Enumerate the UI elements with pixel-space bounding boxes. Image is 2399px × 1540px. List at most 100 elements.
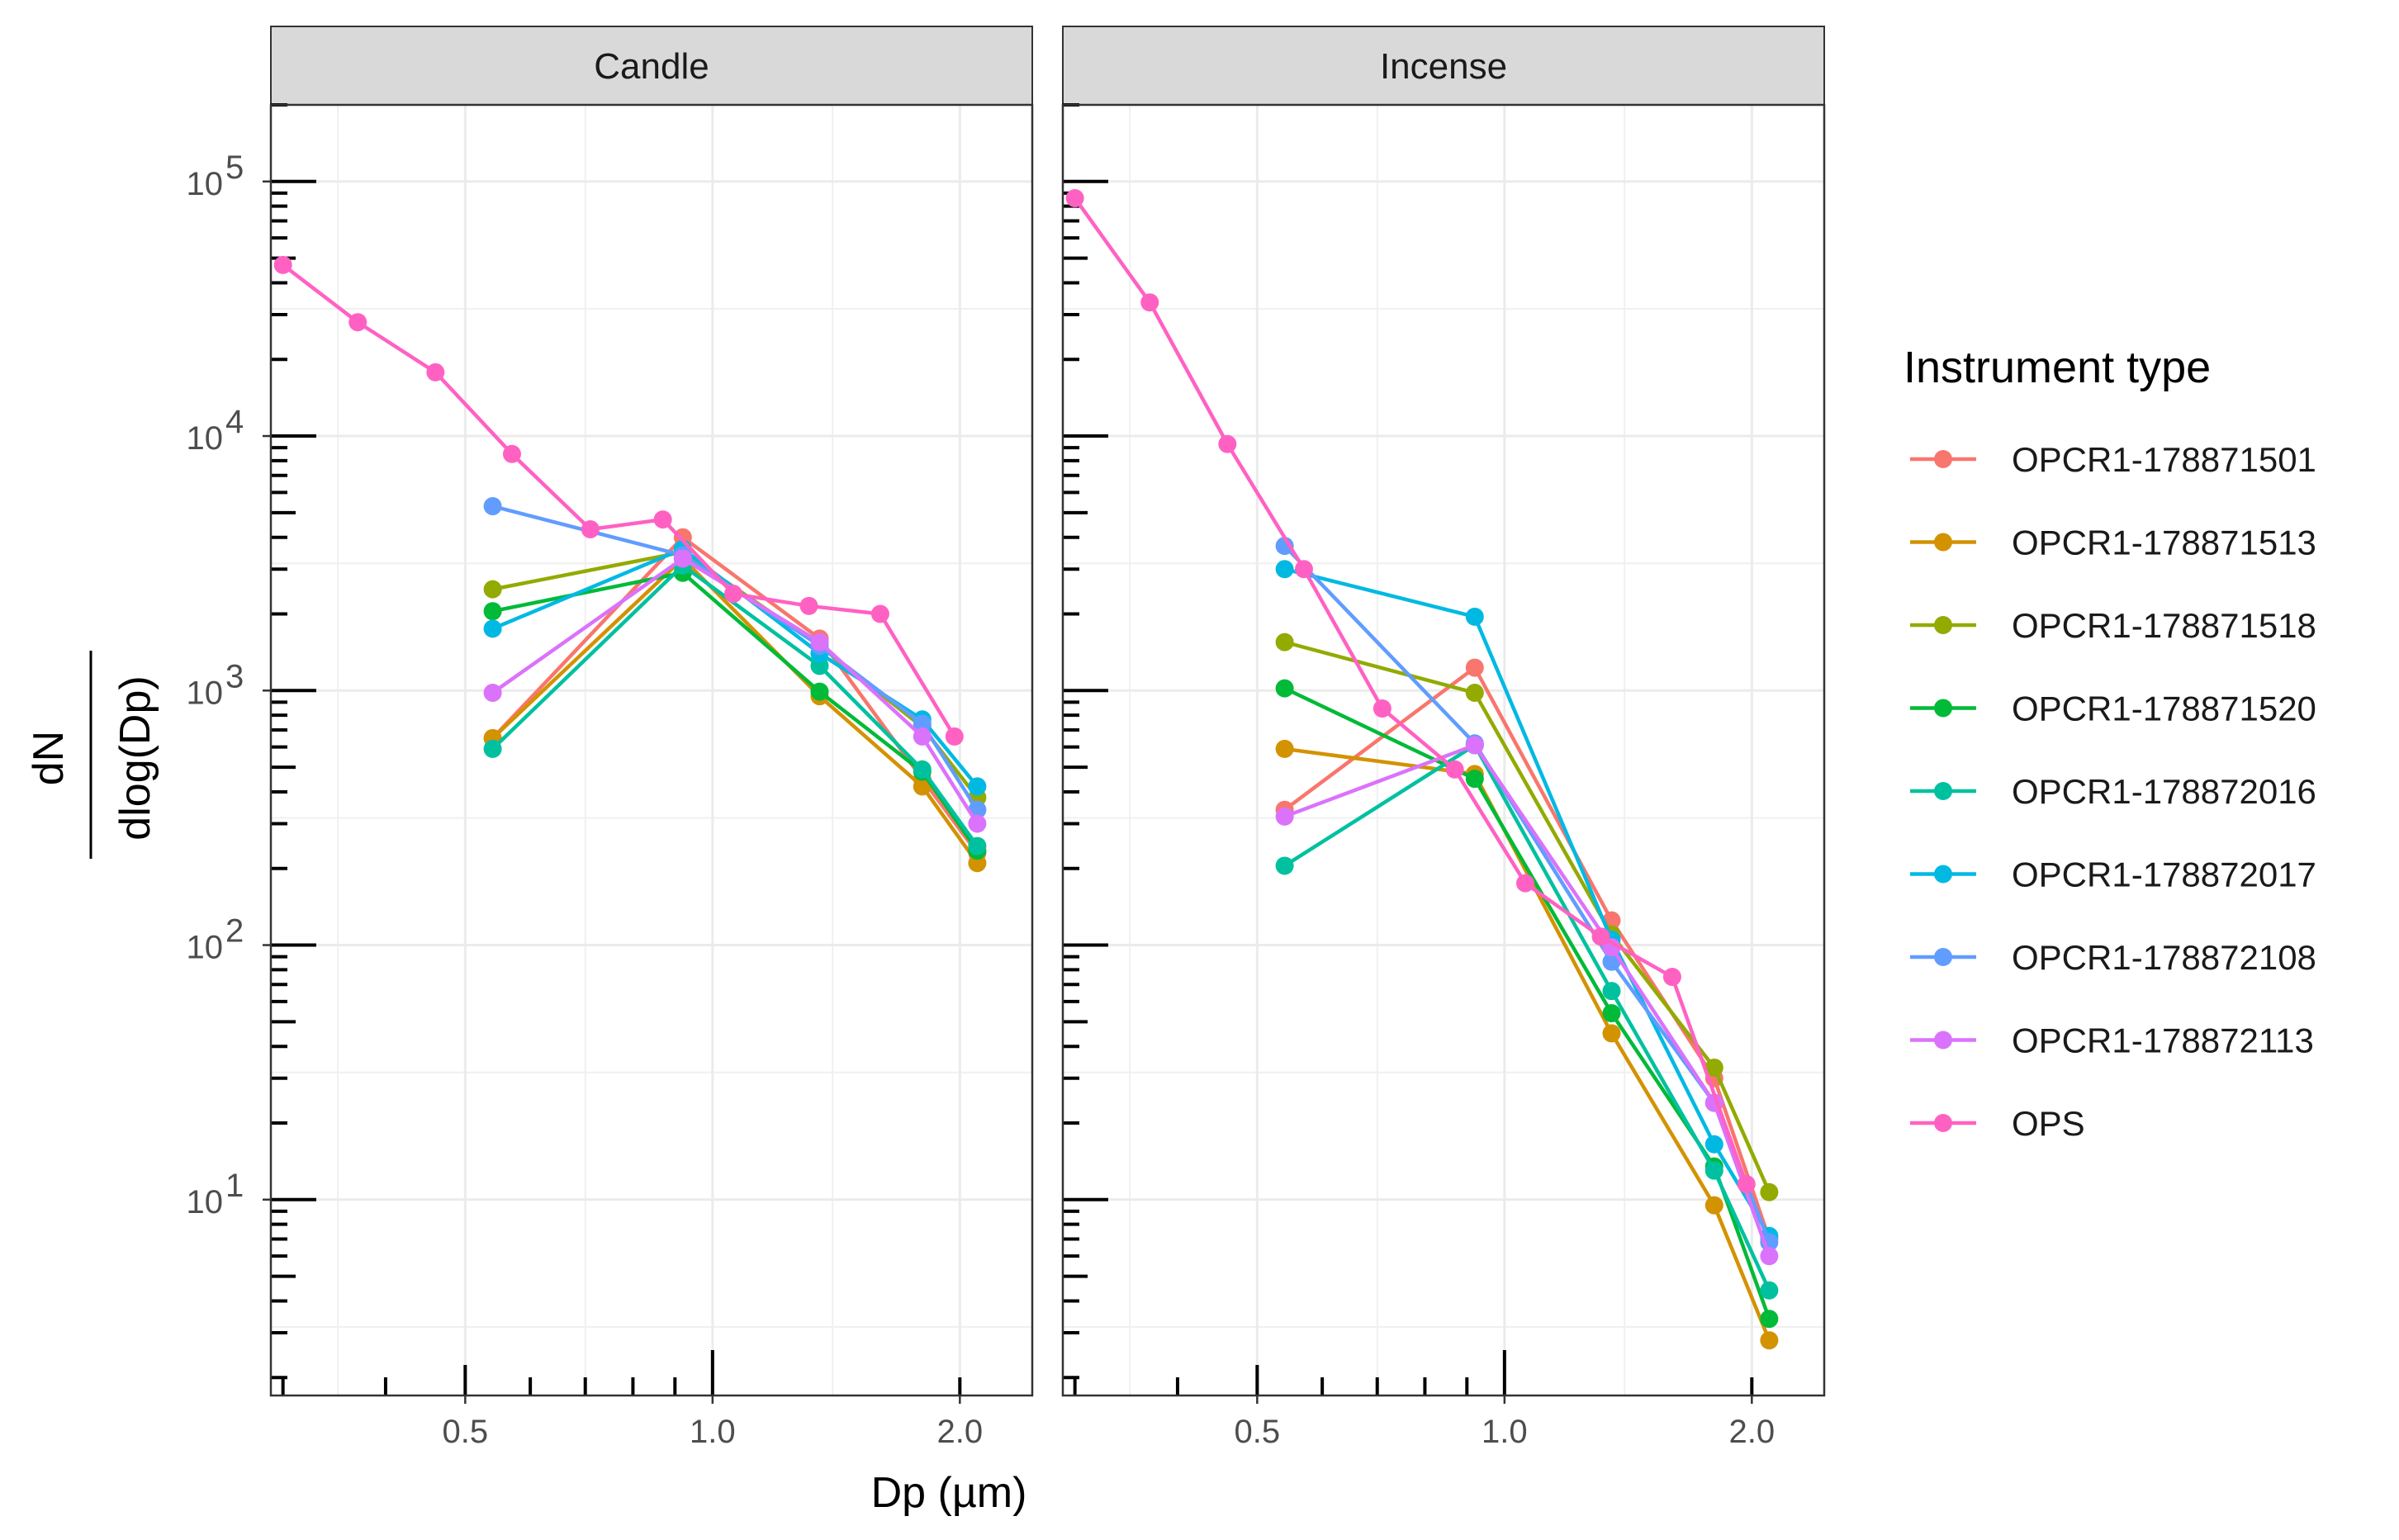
- data-point: [483, 602, 502, 621]
- legend-key-point: [1934, 1031, 1952, 1050]
- series-OPS: [1065, 188, 1756, 1194]
- facet-strip: [1062, 26, 1825, 106]
- data-point: [1602, 1024, 1621, 1043]
- y-axis-title: dN dlog(Dp): [25, 651, 159, 859]
- data-point: [1760, 1182, 1779, 1201]
- y-tick-label: 10: [187, 166, 224, 202]
- data-point: [1602, 1004, 1621, 1023]
- x-tick-label: 0.5: [1235, 1414, 1281, 1450]
- legend-label: OPCR1-178872017: [2012, 855, 2316, 894]
- data-point: [724, 585, 743, 604]
- y-tick-exponent: 3: [225, 658, 244, 694]
- data-point: [1445, 760, 1464, 779]
- data-point: [799, 596, 818, 615]
- data-point: [1465, 683, 1484, 702]
- legend: Instrument type OPCR1-178871501 OPCR1-178…: [1904, 343, 2316, 1143]
- data-point: [1760, 1281, 1779, 1300]
- data-point: [426, 362, 445, 381]
- data-point: [1275, 560, 1294, 579]
- data-point: [913, 777, 932, 796]
- data-point: [273, 255, 292, 274]
- data-point: [1704, 1196, 1723, 1215]
- data-point: [1760, 1247, 1779, 1266]
- legend-label: OPCR1-178872108: [2012, 938, 2316, 977]
- panel-incense: Incense 0.5 1.0 2.0: [1061, 26, 1826, 1450]
- legend-key-point: [1934, 1114, 1952, 1132]
- legend-item: OPCR1-178871520: [1910, 689, 2316, 728]
- log-ticks: [271, 103, 962, 1395]
- data-point: [483, 497, 502, 516]
- data-point: [1602, 982, 1621, 1001]
- data-point: [348, 313, 367, 332]
- x-tick-label: 1.0: [690, 1414, 736, 1450]
- legend-item: OPS: [1910, 1104, 2085, 1143]
- data-point: [1465, 607, 1484, 626]
- legend-item: OPCR1-178871518: [1910, 606, 2316, 645]
- legend-key-point: [1934, 533, 1952, 552]
- facet-label: Candle: [594, 46, 709, 87]
- data-point: [581, 520, 600, 539]
- x-tick-label: 1.0: [1482, 1414, 1528, 1450]
- legend-label: OPCR1-178871518: [2012, 606, 2316, 645]
- legend-key-point: [1934, 865, 1952, 884]
- legend-item: OPCR1-178871513: [1910, 524, 2316, 562]
- x-axis-title: Dp (µm): [871, 1469, 1027, 1517]
- data-point: [1275, 633, 1294, 652]
- data-point: [1275, 807, 1294, 826]
- data-point: [913, 760, 932, 779]
- legend-item: OPCR1-178872016: [1910, 772, 2316, 811]
- data-point: [1275, 537, 1294, 556]
- data-point: [1294, 560, 1313, 579]
- data-point: [968, 777, 987, 796]
- legend-key-point: [1934, 616, 1952, 634]
- panel-border: [269, 103, 1034, 1397]
- y-tick-label: 10: [187, 930, 224, 966]
- gridlines: [271, 105, 1032, 1395]
- legend-label: OPCR1-178871513: [2012, 524, 2316, 562]
- y-tick-exponent: 4: [225, 404, 244, 440]
- data-point: [810, 633, 829, 652]
- data-point: [1760, 1310, 1779, 1329]
- y-tick-exponent: 2: [225, 913, 244, 950]
- data-point: [945, 727, 964, 746]
- facet-strip: [270, 26, 1033, 106]
- legend-key-point: [1934, 699, 1952, 718]
- data-point: [1465, 658, 1484, 677]
- data-point: [483, 683, 502, 702]
- legend-label: OPCR1-178872113: [2012, 1021, 2314, 1060]
- legend-key-point: [1934, 782, 1952, 800]
- data-point: [1373, 699, 1392, 718]
- data-point: [483, 619, 502, 638]
- data-point: [913, 714, 932, 733]
- y-axis-title-denominator: dlog(Dp): [111, 675, 159, 840]
- legend-item: OPCR1-178872017: [1910, 855, 2316, 894]
- y-tick-exponent: 1: [225, 1168, 244, 1204]
- data-point: [483, 739, 502, 758]
- data-point: [968, 854, 987, 873]
- data-point: [502, 444, 521, 463]
- legend-label: OPS: [2012, 1104, 2085, 1143]
- y-axis-title-numerator: dN: [25, 731, 73, 785]
- data-point: [1065, 188, 1084, 207]
- data-point: [1704, 1161, 1723, 1180]
- series-OPS: [273, 255, 964, 746]
- series-line: [282, 263, 956, 738]
- legend-label: OPCR1-178872016: [2012, 772, 2316, 811]
- x-tick-label: 0.5: [443, 1414, 489, 1450]
- y-tick-label: 10: [187, 420, 224, 457]
- legend-label: OPCR1-178871520: [2012, 689, 2316, 728]
- data-point: [673, 549, 692, 568]
- data-point: [1275, 679, 1294, 698]
- legend-key-point: [1934, 450, 1952, 468]
- y-tick-label: 10: [187, 675, 224, 711]
- data-point: [483, 580, 502, 599]
- data-point: [968, 814, 987, 833]
- y-tick-label: 10: [187, 1184, 224, 1220]
- data-point: [1140, 293, 1159, 312]
- facet-label: Incense: [1380, 46, 1507, 87]
- x-tick-label: 2.0: [937, 1414, 984, 1450]
- data-point: [653, 510, 672, 529]
